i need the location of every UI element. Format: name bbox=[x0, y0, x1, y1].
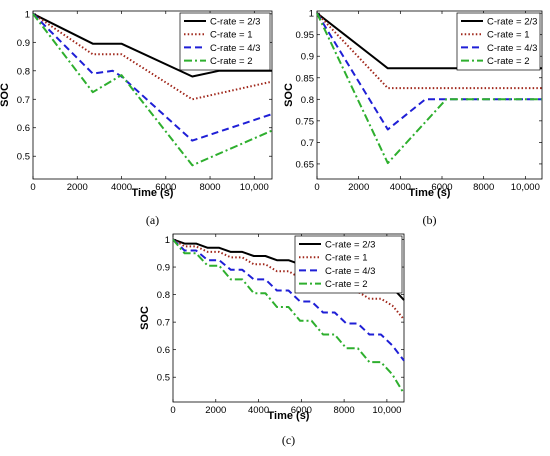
x-tick-label: 0 bbox=[170, 405, 175, 416]
legend-label-4: C-rate = 2 bbox=[325, 279, 368, 290]
series-line-2 bbox=[316, 12, 542, 90]
y-tick-label: 1 bbox=[25, 9, 30, 20]
y-tick-label: 0.7 bbox=[301, 138, 314, 149]
series-line-3 bbox=[172, 238, 405, 362]
legend-label-4: C-rate = 2 bbox=[210, 56, 253, 67]
x-axis-label: Time (s) bbox=[132, 187, 174, 199]
x-tick-label: 8000 bbox=[473, 182, 494, 193]
x-tick-label: 10,000 bbox=[372, 405, 401, 416]
x-tick-label: 2000 bbox=[348, 182, 369, 193]
x-axis-label: Time (s) bbox=[268, 410, 310, 422]
legend-label-3: C-rate = 4/3 bbox=[210, 43, 260, 54]
x-tick-label: 8000 bbox=[199, 182, 220, 193]
series-line-4 bbox=[172, 238, 405, 395]
series-line-2 bbox=[32, 12, 273, 101]
x-axis-label: Time (s) bbox=[409, 187, 451, 199]
y-tick-label: 0.9 bbox=[157, 263, 170, 274]
y-tick-label: 0.8 bbox=[301, 95, 314, 106]
legend-label-3: C-rate = 4/3 bbox=[487, 43, 537, 54]
series-line-3 bbox=[32, 13, 273, 142]
x-tick-label: 10,000 bbox=[511, 182, 540, 193]
series-line-4 bbox=[316, 12, 542, 165]
panel-a: 0 2000 4000 6000 8000 10,000 0.5 0.6 0.7 0.8 0.9 1 T… bbox=[0, 9, 273, 227]
legend-label-1: C-rate = 2/3 bbox=[487, 17, 537, 28]
x-tick-label: 6000 bbox=[431, 182, 452, 193]
legend-box bbox=[456, 12, 541, 71]
x-tick-label: 0 bbox=[30, 182, 35, 193]
y-tick-label: 0.6 bbox=[157, 345, 170, 356]
x-tick-label: 6000 bbox=[291, 405, 312, 416]
panel-label: (b) bbox=[423, 213, 437, 227]
y-tick-label: 1 bbox=[165, 235, 170, 246]
x-tick-label: 4000 bbox=[111, 182, 132, 193]
y-tick-label: 1 bbox=[309, 9, 314, 20]
legend-label-2: C-rate = 1 bbox=[325, 253, 368, 264]
y-tick-label: 0.8 bbox=[157, 290, 170, 301]
legend-label-3: C-rate = 4/3 bbox=[325, 266, 375, 277]
y-tick-label: 0.9 bbox=[17, 38, 30, 49]
y-axis-label: SOC bbox=[139, 306, 151, 330]
panel-label: (a) bbox=[146, 213, 159, 227]
y-tick-label: 0.85 bbox=[296, 73, 315, 84]
y-axis-label: SOC bbox=[0, 83, 11, 107]
y-tick-label: 0.5 bbox=[157, 373, 170, 384]
series-line-4 bbox=[32, 13, 273, 167]
y-tick-label: 0.5 bbox=[17, 152, 30, 163]
y-axis-label: SOC bbox=[283, 83, 295, 107]
y-tick-label: 0.8 bbox=[17, 66, 30, 77]
series-line-1 bbox=[32, 12, 272, 78]
x-tick-label: 4000 bbox=[248, 405, 269, 416]
y-tick-label: 0.7 bbox=[157, 318, 170, 329]
y-tick-label: 0.95 bbox=[296, 30, 315, 41]
panel-label: (c) bbox=[282, 433, 295, 447]
x-tick-label: 2000 bbox=[205, 405, 226, 416]
x-tick-label: 4000 bbox=[390, 182, 411, 193]
x-tick-label: 6000 bbox=[155, 182, 176, 193]
panel-c: 0 2000 4000 6000 8000 10,000 0.5 0.6 0.7 0.8 0.9 1 T… bbox=[139, 233, 405, 447]
legend-label-4: C-rate = 2 bbox=[487, 56, 530, 67]
x-tick-label: 8000 bbox=[334, 405, 355, 416]
legend-label-1: C-rate = 2/3 bbox=[210, 17, 260, 28]
legend-label-1: C-rate = 2/3 bbox=[325, 240, 375, 251]
legend-label-2: C-rate = 1 bbox=[487, 30, 530, 41]
x-tick-label: 2000 bbox=[67, 182, 88, 193]
legend-box bbox=[294, 235, 403, 294]
legend-label-2: C-rate = 1 bbox=[210, 30, 253, 41]
panel-b: 0 2000 4000 6000 8000 10,000 0.65 0.7 0.75 0.8 0.8… bbox=[283, 9, 543, 227]
x-tick-label: 0 bbox=[314, 182, 319, 193]
y-tick-label: 0.6 bbox=[17, 123, 30, 134]
x-tick-label: 10,000 bbox=[240, 182, 269, 193]
y-tick-label: 0.65 bbox=[296, 159, 315, 170]
y-tick-label: 0.7 bbox=[17, 95, 30, 106]
y-tick-label: 0.9 bbox=[301, 52, 314, 63]
y-tick-label: 0.75 bbox=[296, 116, 315, 127]
series-line-2 bbox=[172, 238, 405, 321]
